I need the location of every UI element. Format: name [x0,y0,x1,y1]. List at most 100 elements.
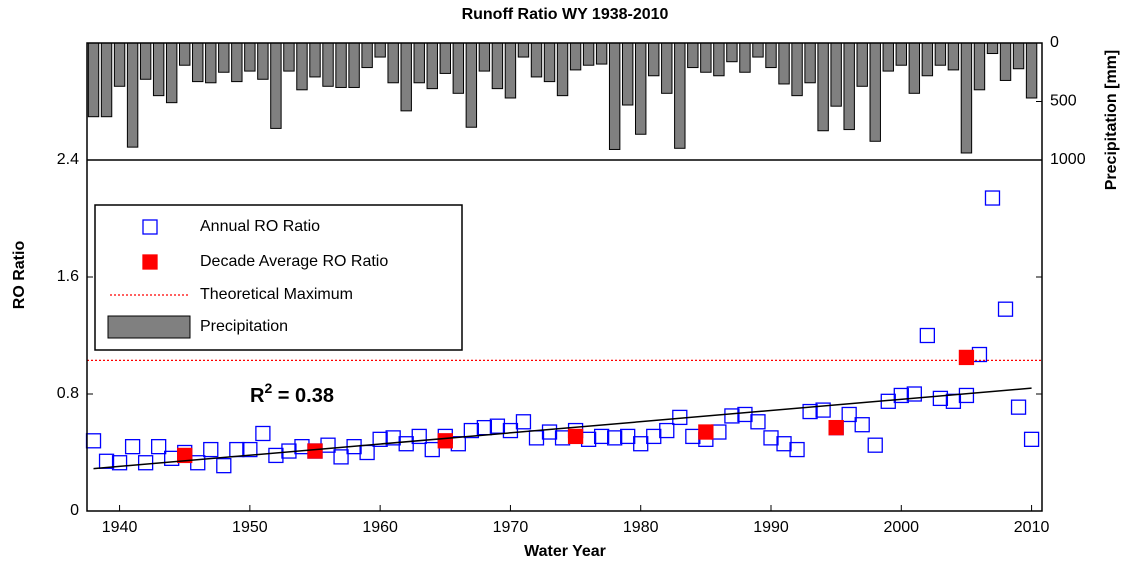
annual-marker [841,406,857,423]
precip-bar [478,42,491,72]
annual-marker [984,190,1001,206]
annual-marker [750,414,766,430]
precip-bar [817,42,829,132]
chart-title: Runoff Ratio WY 1938-2010 [462,6,669,23]
precip-bar [661,42,673,94]
precip-bar [752,42,764,58]
x-tick-label: 1940 [102,519,138,536]
precip-bar [543,42,556,83]
annual-marker [385,430,401,446]
precip-bar [165,42,178,104]
annual-marker [867,437,883,453]
annual-marker [190,455,206,471]
annual-marker [724,408,740,424]
y-tick-label: 0.8 [57,385,79,402]
annual-marker [646,428,662,445]
precip-bar [374,42,386,58]
annual-marker [424,441,440,458]
r-base: R [250,385,265,407]
precip-bar [947,42,960,71]
annual-marker [489,418,506,434]
annual-marker [945,393,962,409]
precip-bar [270,42,282,129]
annual-marker [997,301,1014,317]
decade-marker [437,433,453,449]
x-tick-label: 2000 [883,519,919,536]
precip-bar [387,42,399,84]
decade-marker [307,443,323,459]
precip-bar [231,42,243,83]
trend-line [93,387,1032,470]
precip-bar [960,42,973,154]
annual-marker [333,449,349,465]
annual-marker [359,444,375,461]
annual-marker [893,387,909,404]
annual-marker [528,430,545,446]
precip-bar [517,42,530,58]
precip-bar [257,42,269,80]
annual-marker [450,436,466,452]
y2-axis-title: Precipitation [mm] [1103,50,1120,190]
annual-marker [111,455,128,471]
legend: Annual RO Ratio Decade Average RO Ratio Th… [94,204,463,351]
y-tick-label: 0 [70,502,79,519]
annual-marker [580,431,597,447]
annual-marker [776,436,792,452]
annual-marker [137,455,154,471]
x-tick-label: 1950 [232,519,268,536]
precip-bar [569,42,582,71]
annual-marker [85,433,102,449]
precip-bar [908,42,921,94]
precip-bar [843,42,855,131]
precip-bar [608,42,621,150]
x-tick-label: 1990 [753,519,789,536]
precip-bar [152,42,165,97]
precip-bar [582,42,595,66]
precip-bar [713,42,725,77]
annual-marker [958,387,975,404]
annual-marker [372,431,388,447]
precip-bar [309,42,321,78]
annual-marker [620,428,636,445]
annual-marker [268,447,284,464]
annual-marker [398,436,414,452]
plot-layer [85,42,1042,474]
y-axis-title: RO Ratio [11,241,28,310]
precip-bar [452,42,465,94]
decade-marker [177,447,193,464]
annual-marker [124,438,141,455]
y-tick-label: 1.6 [57,268,79,285]
annual-marker [659,422,675,439]
precip-bar [595,42,608,65]
annual-marker [203,441,219,458]
legend-swatch [142,219,158,235]
precip-bar [621,42,634,106]
x-axis-title: Water Year [524,543,606,560]
y2-tick-label: 0 [1050,34,1059,51]
precip-bar [1025,42,1038,99]
annual-marker [932,390,949,407]
annual-marker [1010,399,1027,415]
annual-marker [1023,431,1040,447]
precip-bar [635,42,647,135]
precip-bar [986,42,999,55]
annual-marker [802,403,818,420]
annual-marker [515,414,532,430]
annual-marker [554,430,571,446]
annual-marker [255,425,271,442]
precip-bar [283,42,295,72]
decade-marker [698,424,714,440]
precip-bar [765,42,777,69]
decade-marker [567,428,584,445]
precip-bar [322,42,334,87]
precip-bar [648,42,660,77]
precip-bar [856,42,868,87]
annual-marker [593,428,610,445]
precip-bar [869,42,881,142]
precip-bar [999,42,1012,81]
x-tick-label: 2010 [1014,519,1050,536]
r-squared: R2 = 0.38 [250,380,334,408]
precip-bar [179,42,191,66]
annual-marker [320,437,336,453]
precip-bar [504,42,517,99]
